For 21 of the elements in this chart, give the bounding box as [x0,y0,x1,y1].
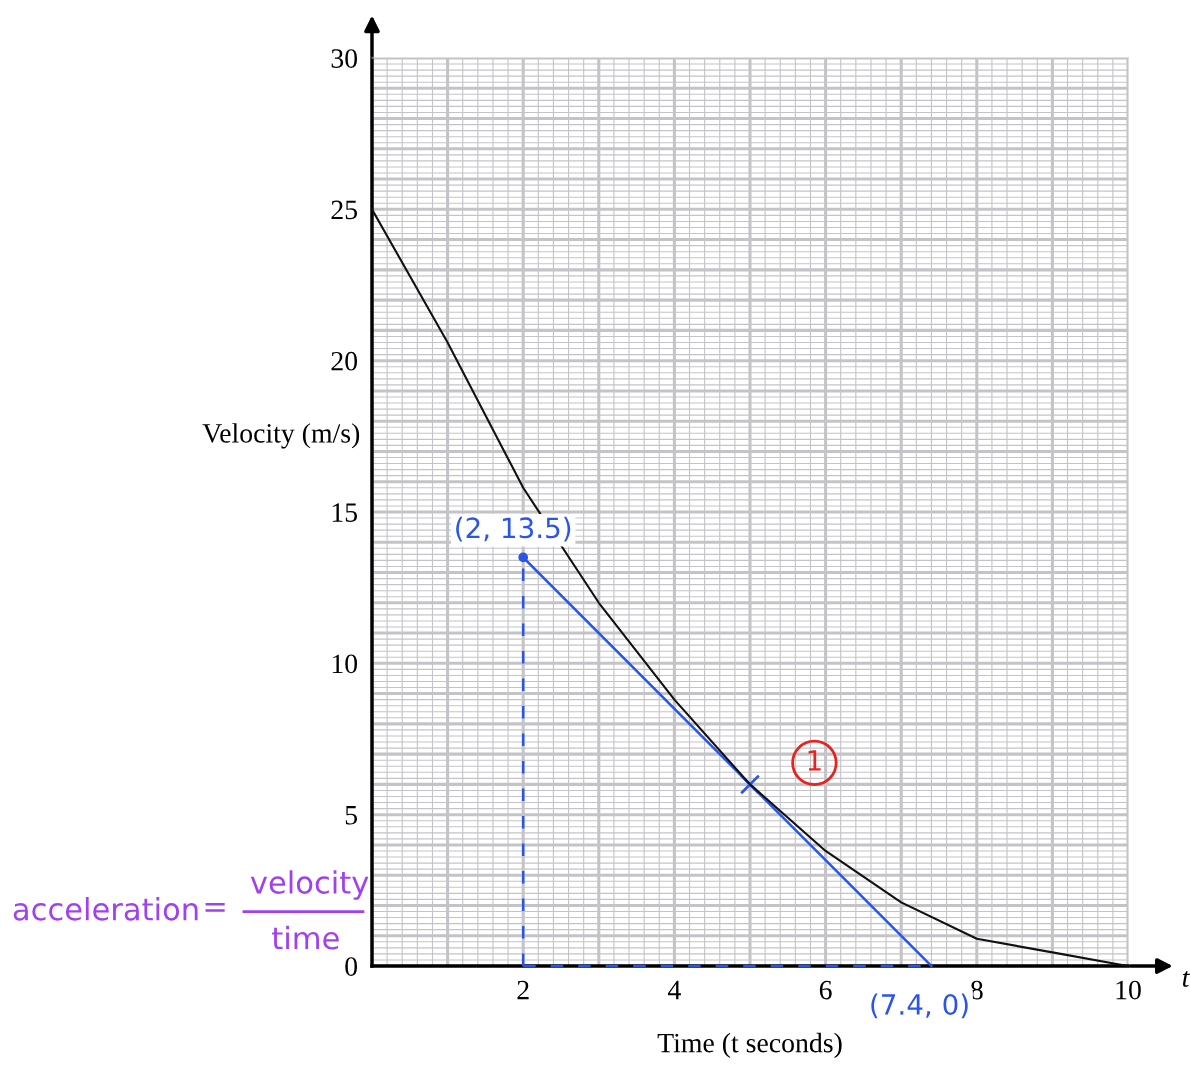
y-axis-title: Velocity (m/s) [202,423,360,449]
x-tick-label: 2 [517,980,529,1000]
y-tick-label: 15 [332,503,358,522]
y-tick-label: 5 [345,806,358,825]
text: acceleration [13,896,198,921]
x-axis-title: Time (t seconds) [657,1032,842,1059]
annotation: 1 [808,750,821,771]
x-tick-label: 4 [667,980,681,1000]
text: t [1182,970,1190,987]
y-tick-label: 0 [345,957,358,976]
y-tick-label: 10 [332,654,358,674]
y-tick-label: 20 [331,351,358,371]
x-tick-label: 10 [1116,980,1141,1000]
text: velocity [250,870,369,900]
annotation: (7.4, 0) [871,993,968,1019]
annotation: (2, 13.5) [456,516,571,542]
y-tick-label: 25 [331,200,358,220]
y-tick-label: 30 [331,49,358,68]
text: = [205,903,225,912]
text: time [272,925,339,950]
x-tick-label: 6 [819,980,832,1000]
